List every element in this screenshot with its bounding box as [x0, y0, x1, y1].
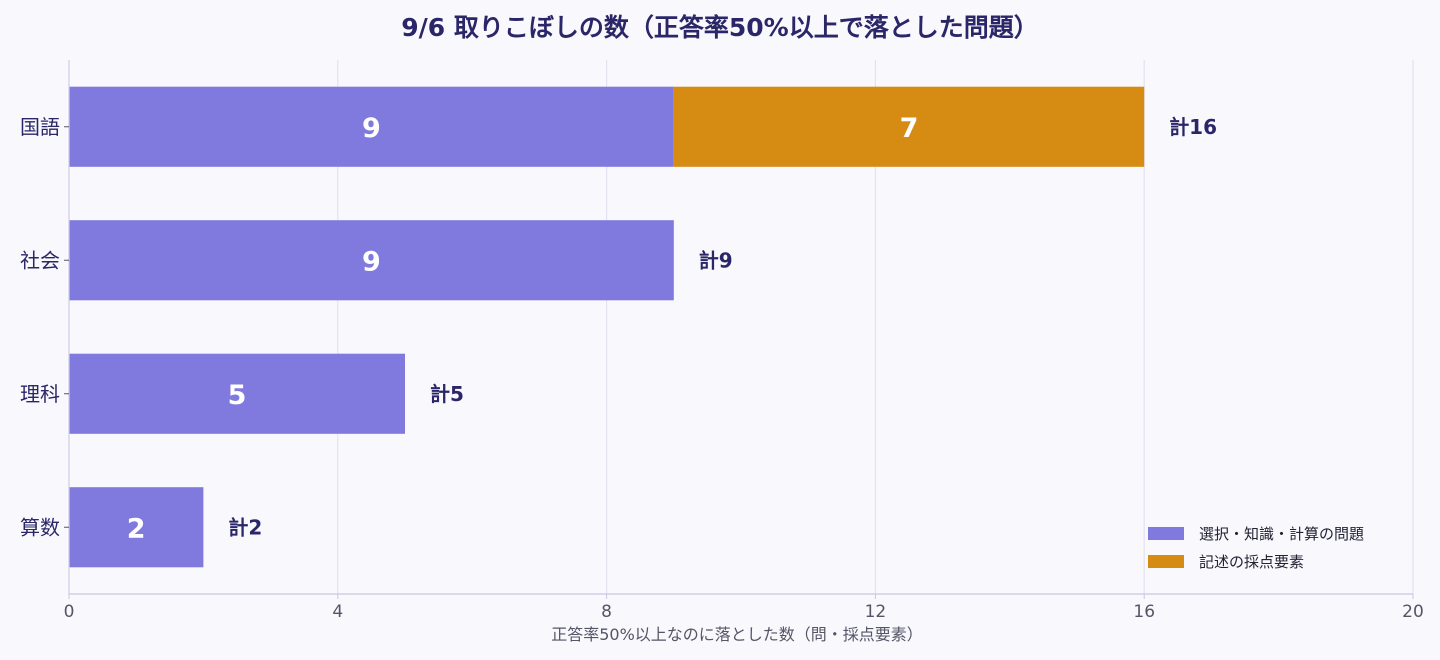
bar-value-label: 9 [362, 246, 381, 277]
x-tick-label: 16 [1133, 602, 1155, 622]
bars: 9 7 計16 9 計9 5 計5 2 計2 [69, 86, 1217, 568]
bar-total-label: 計9 [699, 248, 733, 272]
category-label: 算数 [20, 515, 60, 539]
bar-segment [69, 86, 674, 167]
x-tick-label: 8 [601, 602, 612, 622]
x-axis-title: 正答率50%以上なのに落とした数（問・採点要素） [551, 625, 923, 644]
category-label: 理科 [20, 382, 60, 406]
bar-total-label: 計2 [228, 515, 262, 539]
bar-segment [69, 220, 674, 301]
legend-label: 選択・知識・計算の問題 [1199, 525, 1364, 543]
chart-title: 9/6 取りこぼしの数（正答率50%以上で落とした問題） [401, 13, 1038, 42]
bar-value-label: 9 [362, 113, 381, 144]
bar-value-label: 7 [900, 113, 919, 144]
category-label: 社会 [20, 248, 60, 272]
bar-segment [69, 353, 405, 434]
legend-label: 記述の採点要素 [1199, 553, 1304, 571]
bar-segment [69, 487, 204, 568]
x-tick-label: 12 [865, 602, 887, 622]
bar-value-label: 5 [228, 380, 247, 411]
legend-swatch [1148, 555, 1184, 568]
x-tick-label: 4 [332, 602, 343, 622]
x-tick-label: 20 [1402, 602, 1424, 622]
bar-total-label: 計16 [1169, 115, 1217, 139]
bar-value-label: 2 [127, 513, 146, 544]
category-label: 国語 [20, 115, 60, 139]
legend-swatch [1148, 527, 1184, 540]
x-tick-label: 0 [64, 602, 75, 622]
bar-segment [673, 86, 1145, 167]
bar-total-label: 計5 [430, 382, 464, 406]
